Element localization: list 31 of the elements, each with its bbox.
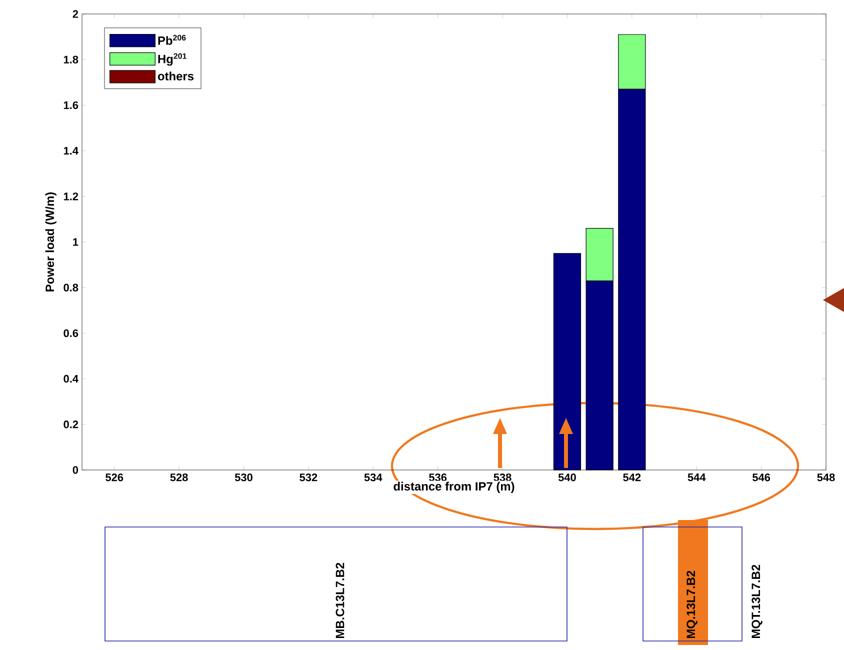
legend-label: Hg$^{201}$	[158, 53, 186, 66]
y-axis-title: Power load (W/m)	[45, 192, 56, 292]
y-tick-label: 0	[72, 466, 78, 474]
x-tick-label: 548	[817, 474, 835, 482]
x-tick-label: 534	[364, 474, 382, 482]
y-tick-label: 0.4	[64, 374, 78, 383]
x-tick-label: 530	[234, 474, 252, 482]
x-axis-title: distance from IP7 (m)	[394, 482, 514, 493]
y-tick-label: 1.4	[64, 147, 78, 155]
x-tick-label: 540	[558, 474, 576, 482]
x-tick-label: 532	[300, 474, 318, 482]
legend-label: others	[158, 72, 194, 80]
y-tick-label: 2	[72, 10, 78, 18]
x-tick-label: 538	[494, 474, 512, 482]
x-tick-label: 528	[170, 474, 188, 482]
y-tick-label: 1.2	[64, 192, 78, 200]
x-tick-label: 544	[688, 474, 706, 482]
y-tick-label: 0.2	[64, 420, 78, 428]
y-tick-label: 1.8	[64, 56, 78, 64]
x-tick-label: 536	[429, 474, 447, 482]
x-tick-label: 546	[752, 474, 770, 482]
legend-label: Pb$^{206}$	[158, 34, 186, 45]
text: MQ.13L7.B2	[686, 570, 698, 638]
text: MQT.13L7.B2	[752, 564, 762, 638]
y-tick-label: 1.6	[64, 101, 78, 110]
y-tick-label: 0.6	[64, 329, 78, 338]
x-tick-label: 526	[106, 474, 124, 482]
text: MB.C13L7.B2	[336, 562, 344, 638]
y-tick-label: 1	[73, 238, 78, 246]
x-tick-label: 542	[623, 474, 641, 482]
y-tick-label: 0.8	[64, 284, 78, 292]
